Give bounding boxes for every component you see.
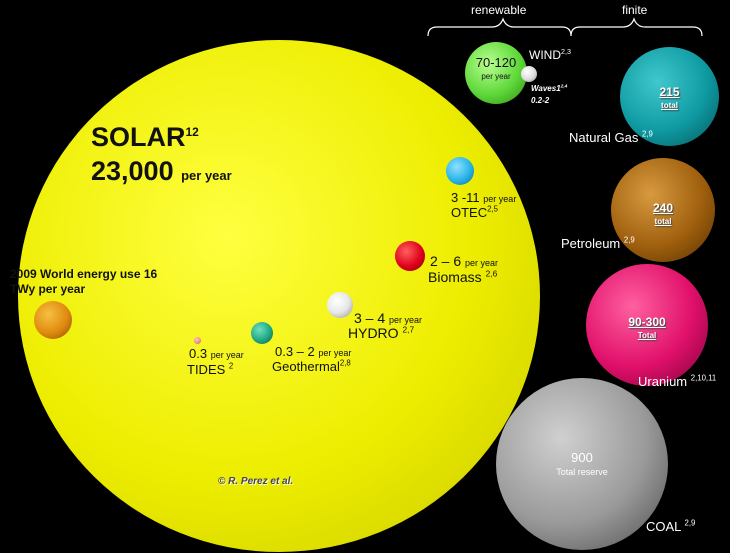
hydro-name: HYDRO 2,7 bbox=[348, 324, 415, 341]
petroleum-value: 240 total bbox=[652, 201, 674, 226]
geothermal-name: Geothermal2,8 bbox=[272, 358, 351, 374]
renewable-bracket bbox=[427, 17, 572, 37]
coal-sphere bbox=[496, 378, 668, 550]
otec-name: OTEC2,5 bbox=[451, 204, 498, 220]
tides-value: 0.3 per year bbox=[189, 346, 244, 361]
wind-sphere bbox=[465, 42, 527, 104]
solar-value: 23,000 per year bbox=[91, 156, 232, 186]
petroleum-sphere bbox=[611, 158, 715, 262]
biomass-sphere bbox=[395, 241, 425, 271]
natural-gas-sphere bbox=[620, 47, 719, 146]
coal-name: COAL 2,9 bbox=[646, 518, 696, 534]
otec-value: 3 -11 per year bbox=[451, 190, 517, 205]
coal-value: 900 Total reserve bbox=[556, 450, 608, 477]
uranium-value: 90-300 Total bbox=[628, 315, 666, 340]
world-use-sphere bbox=[34, 301, 72, 339]
finite-bracket bbox=[570, 17, 703, 37]
uranium-sphere bbox=[586, 264, 708, 386]
natural-gas-value: 215 total bbox=[659, 85, 680, 110]
hydro-value: 3 – 4 per year bbox=[354, 310, 423, 326]
hydro-sphere bbox=[327, 292, 353, 318]
world-use-label: 2009 World energy use 16 TWy per year bbox=[10, 267, 158, 297]
solar-title: SOLAR12 bbox=[91, 122, 199, 152]
geothermal-value: 0.3 – 2 per year bbox=[275, 344, 352, 359]
header-brackets bbox=[427, 17, 703, 37]
wind-name: WIND2,3 bbox=[529, 47, 571, 62]
uranium-name: Uranium 2,10,11 bbox=[638, 373, 717, 389]
solar-sphere bbox=[18, 40, 540, 552]
geothermal-sphere bbox=[251, 322, 273, 344]
waves-sphere bbox=[521, 66, 537, 82]
natural-gas-name: Natural Gas 2,9 bbox=[569, 129, 653, 145]
finite-label: finite bbox=[622, 3, 648, 17]
tides-sphere bbox=[194, 337, 201, 344]
wind-value: 70-120 per year bbox=[475, 55, 517, 81]
waves-label: Waves12,4 0.2-2 bbox=[531, 84, 568, 105]
biomass-value: 2 – 6 per year bbox=[430, 253, 499, 269]
otec-sphere bbox=[446, 157, 474, 185]
renewable-label: renewable bbox=[471, 3, 527, 17]
petroleum-name: Petroleum 2,9 bbox=[561, 235, 635, 251]
biomass-name: Biomass 2,6 bbox=[428, 268, 498, 285]
tides-name: TIDES 2 bbox=[187, 361, 234, 377]
credit: © R. Perez et al. bbox=[218, 476, 294, 487]
